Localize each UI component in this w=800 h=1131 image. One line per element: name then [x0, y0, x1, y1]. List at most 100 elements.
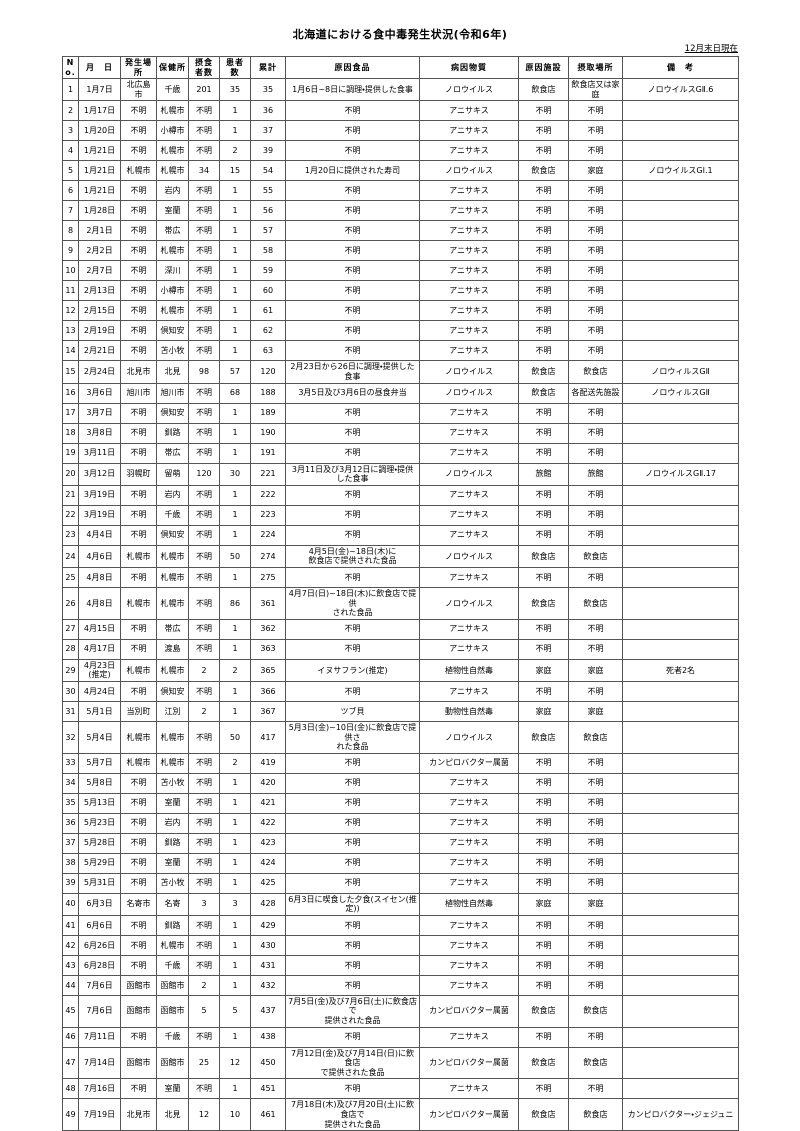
- table-row: 31 5月1日 当別町 江別 2 1 367 ツブ貝 動物性自然毒 家庭 家庭: [62, 700, 739, 722]
- table-cell: 不明: [188, 524, 220, 546]
- table-header: No. 月 日発生場所 保健所 摂食者数 患者数 累計 原因食品 病因物質 原因施設 摂取場所備 …: [62, 55, 739, 80]
- table-cell: 4月17日: [78, 638, 121, 660]
- table-cell: 423: [250, 832, 286, 854]
- table-cell: 札幌市: [120, 658, 157, 682]
- table-cell: 留萌: [156, 462, 189, 486]
- table-cell: 飲食店又は家庭: [568, 78, 623, 102]
- as-of-date-label: 12月末日現在: [684, 44, 738, 54]
- column-header: 備 考: [622, 55, 739, 80]
- table-cell: [622, 680, 739, 702]
- table-cell: 4月6日: [78, 544, 121, 568]
- table-cell: 不明: [285, 872, 420, 894]
- table-cell: [622, 586, 739, 620]
- table-cell: 不明: [188, 504, 220, 526]
- table-cell: 札幌市: [156, 100, 189, 122]
- table-cell: 不明: [518, 872, 569, 894]
- table-row: 1 1月7日 北広島市 千歳 201 35 35 1月6日~8日に調理・提供した食事 ノロウイル…: [62, 78, 739, 102]
- table-cell: 23: [62, 524, 79, 546]
- table-cell: 34: [188, 160, 220, 182]
- table-cell: 50: [219, 720, 251, 754]
- table-cell: 不明: [285, 220, 420, 242]
- table-cell: 函館市: [156, 994, 189, 1028]
- table-cell: 39: [62, 872, 79, 894]
- table-cell: 釧路: [156, 914, 189, 936]
- table-row: 3 1月20日 不明 小樽市 不明 1 37 不明 アニサキス 不明 不明: [62, 120, 739, 142]
- table-cell: 16: [62, 382, 79, 404]
- table-cell: 不明: [568, 240, 623, 262]
- table-cell: 1: [219, 180, 251, 202]
- table-cell: 1: [219, 422, 251, 444]
- table-cell: 旭川市: [156, 382, 189, 404]
- table-cell: アニサキス: [419, 914, 519, 936]
- table-cell: 不明: [568, 914, 623, 936]
- table-row: 37 5月28日 不明 釧路 不明 1 423 不明 アニサキス 不明 不明: [62, 832, 739, 854]
- table-cell: 274: [250, 544, 286, 568]
- table-cell: ノロウイルスGⅠ.1: [622, 160, 739, 182]
- table-cell: 不明: [120, 300, 157, 322]
- table-cell: [622, 260, 739, 282]
- table-cell: 不明: [518, 260, 569, 282]
- table-cell: 361: [250, 586, 286, 620]
- table-cell: 不明: [568, 792, 623, 814]
- column-header: 発生場所: [120, 55, 157, 80]
- table-cell: 不明: [188, 402, 220, 424]
- table-cell: 1: [219, 914, 251, 936]
- table-cell: [622, 1026, 739, 1048]
- table-cell: 飲食店: [518, 382, 569, 404]
- table-cell: 当別町: [120, 700, 157, 722]
- table-cell: 7月12日(金)及び7月14日(日)に飲食店 で提供された食品: [285, 1046, 420, 1080]
- table-cell: 不明: [188, 872, 220, 894]
- table-cell: アニサキス: [419, 402, 519, 424]
- table-cell: 飲食店: [568, 1098, 623, 1131]
- table-cell: [622, 812, 739, 834]
- table-row: 8 2月1日 不明 帯広 不明 1 57 不明 アニサキス 不明 不明: [62, 220, 739, 242]
- table-cell: イヌサフラン(推定): [285, 658, 420, 682]
- table-cell: 不明: [518, 934, 569, 956]
- table-cell: 不明: [120, 1026, 157, 1048]
- table-cell: 不明: [188, 586, 220, 620]
- table-cell: アニサキス: [419, 954, 519, 976]
- table-row: 38 5月29日 不明 室蘭 不明 1 424 不明 アニサキス 不明 不明: [62, 852, 739, 874]
- table-cell: 帯広: [156, 442, 189, 464]
- table-cell: 不明: [518, 974, 569, 996]
- table-cell: 不明: [518, 220, 569, 242]
- table-cell: 札幌市: [120, 586, 157, 620]
- table-cell: アニサキス: [419, 872, 519, 894]
- table-cell: 5月23日: [78, 812, 121, 834]
- table-cell: 不明: [120, 442, 157, 464]
- table-cell: 2月13日: [78, 280, 121, 302]
- table-cell: 421: [250, 792, 286, 814]
- table-cell: 不明: [120, 812, 157, 834]
- table-row: 34 5月8日 不明 苫小牧 不明 1 420 不明 アニサキス 不明 不明: [62, 772, 739, 794]
- table-cell: 不明: [285, 638, 420, 660]
- table-row: 42 6月26日 不明 札幌市 不明 1 430 不明 アニサキス 不明 不明: [62, 934, 739, 956]
- table-cell: [622, 720, 739, 754]
- table-cell: 苫小牧: [156, 872, 189, 894]
- table-cell: 不明: [518, 200, 569, 222]
- table-cell: 北見: [156, 360, 189, 384]
- table-cell: 札幌市: [120, 544, 157, 568]
- table-cell: [622, 792, 739, 814]
- table-cell: 68: [219, 382, 251, 404]
- table-cell: 8: [62, 220, 79, 242]
- table-cell: 4月8日: [78, 566, 121, 588]
- table-row: 43 6月28日 不明 千歳 不明 1 431 不明 アニサキス 不明 不明: [62, 954, 739, 976]
- table-cell: 5月7日: [78, 752, 121, 774]
- table-cell: アニサキス: [419, 618, 519, 640]
- table-cell: 不明: [285, 340, 420, 362]
- table-cell: 1月20日: [78, 120, 121, 142]
- table-row: 15 2月24日 北見市 北見 98 57 120 2月23日から26日に調理・提供した食事ノ…: [62, 360, 739, 384]
- table-cell: 不明: [188, 752, 220, 774]
- header-row: No. 月 日発生場所 保健所 摂食者数 患者数 累計 原因食品 病因物質 原因施設 摂取場所備 …: [62, 55, 739, 80]
- table-row: 16 3月6日 旭川市 旭川市 不明 68 188 3月5日及び3月6日の昼食弁当 ノロウイルス…: [62, 382, 739, 404]
- table-cell: 不明: [518, 340, 569, 362]
- table-cell: 不明: [188, 1078, 220, 1100]
- table-cell: 2月21日: [78, 340, 121, 362]
- table-cell: アニサキス: [419, 1026, 519, 1048]
- table-row: 20 3月12日 羽幌町 留萌 120 30 221 3月11日及び3月12日に調理・提供した…: [62, 462, 739, 486]
- table-cell: 不明: [285, 300, 420, 322]
- table-cell: 不明: [518, 772, 569, 794]
- table-cell: 不明: [285, 402, 420, 424]
- table-cell: 不明: [568, 638, 623, 660]
- table-cell: 1: [219, 100, 251, 122]
